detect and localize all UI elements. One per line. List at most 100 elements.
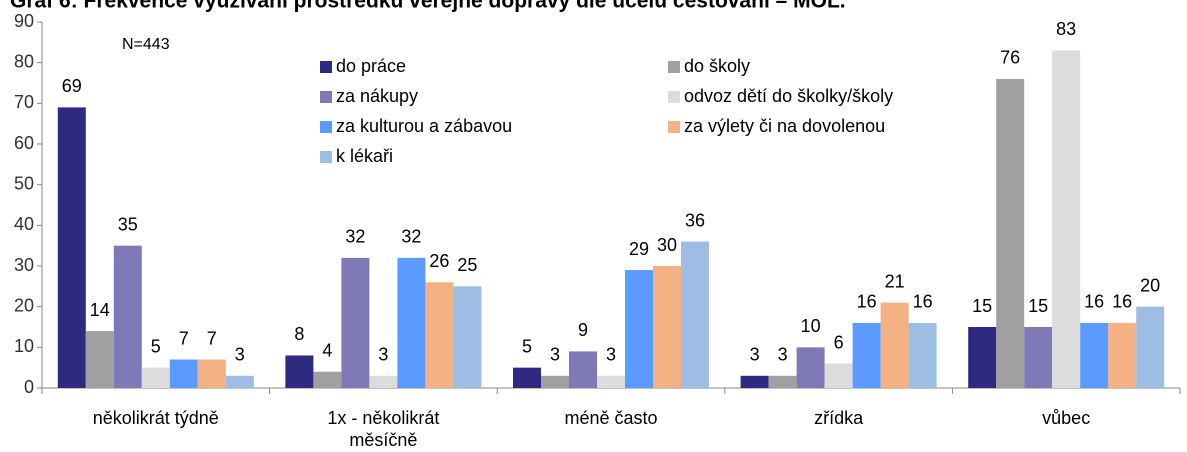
bar: [908, 322, 937, 388]
legend-label: za nákupy: [336, 86, 418, 106]
value-label: 21: [885, 271, 905, 291]
bar: [425, 282, 454, 388]
legend-swatch: [668, 61, 680, 73]
legend-swatch: [320, 61, 332, 73]
legend-swatch: [668, 121, 680, 133]
y-tick-label: 50: [14, 173, 34, 193]
legend-swatch: [320, 151, 332, 163]
y-tick-label: 20: [14, 295, 34, 315]
bar: [852, 322, 881, 388]
bar: [313, 371, 342, 388]
legend-swatch: [668, 91, 680, 103]
value-label: 16: [1112, 292, 1132, 312]
value-label: 3: [750, 345, 760, 365]
value-label: 3: [235, 345, 245, 365]
value-label: 3: [550, 345, 560, 365]
value-label: 29: [629, 239, 649, 259]
value-label: 25: [457, 255, 477, 275]
bar: [681, 241, 709, 388]
value-label: 35: [118, 214, 138, 234]
value-label: 6: [834, 332, 844, 352]
bar: [968, 327, 997, 388]
bar: [397, 257, 426, 388]
value-label: 15: [972, 296, 992, 316]
value-label: 32: [345, 227, 365, 247]
bar: [113, 245, 142, 388]
bar: [569, 351, 597, 388]
legend-label: do školy: [684, 56, 750, 76]
bar: [653, 266, 681, 388]
value-label: 5: [522, 336, 532, 356]
y-tick-label: 80: [14, 51, 34, 71]
legend-label: odvoz dětí do školky/školy: [684, 86, 893, 106]
value-label: 26: [429, 251, 449, 271]
bar: [541, 375, 569, 388]
value-label: 69: [62, 76, 82, 96]
bar: [880, 302, 909, 388]
value-label: 76: [1000, 48, 1020, 68]
value-label: 83: [1056, 19, 1076, 39]
x-tick-label: vůbec: [1042, 408, 1091, 428]
annotation: N=443: [122, 36, 170, 53]
bar: [197, 359, 226, 388]
bar: [597, 375, 625, 388]
bar: [1052, 50, 1081, 388]
chart-title: Graf 6: Frekvence využívání prostředků v…: [10, 0, 846, 13]
bar: [225, 375, 254, 388]
bar: [796, 347, 825, 388]
legend-label: za kulturou a zábavou: [336, 116, 512, 136]
value-label: 20: [1140, 275, 1160, 295]
y-tick-label: 0: [24, 377, 34, 397]
value-label: 3: [378, 345, 388, 365]
bar: [1108, 322, 1137, 388]
bar: [141, 367, 170, 388]
value-label: 36: [685, 210, 705, 230]
bar: [740, 375, 769, 388]
bar: [625, 270, 653, 388]
bar: [285, 355, 314, 388]
y-tick-label: 90: [14, 11, 34, 31]
legend-label: k lékaři: [336, 146, 393, 166]
legend-label: za výlety či na dovolenou: [684, 116, 885, 136]
bar: [369, 375, 398, 388]
value-label: 5: [151, 336, 161, 356]
legend-swatch: [320, 121, 332, 133]
value-label: 9: [578, 320, 588, 340]
bar: [1136, 306, 1165, 388]
bar: [824, 363, 853, 388]
value-label: 30: [657, 235, 677, 255]
y-tick-label: 40: [14, 214, 34, 234]
bar: [513, 367, 541, 388]
y-tick-label: 10: [14, 336, 34, 356]
bar: [453, 286, 482, 388]
bar: [85, 331, 114, 388]
bar: [768, 375, 797, 388]
value-label: 7: [179, 328, 189, 348]
x-tick-label: několikrát týdně: [92, 408, 219, 428]
y-tick-label: 60: [14, 133, 34, 153]
bar: [1080, 322, 1109, 388]
bar: [341, 257, 370, 388]
value-label: 16: [857, 292, 877, 312]
value-label: 10: [801, 316, 821, 336]
bar: [169, 359, 198, 388]
value-label: 15: [1028, 296, 1048, 316]
value-label: 3: [606, 345, 616, 365]
bar: [1024, 327, 1053, 388]
value-label: 16: [1084, 292, 1104, 312]
value-label: 16: [913, 292, 933, 312]
value-label: 8: [294, 324, 304, 344]
value-label: 3: [778, 345, 788, 365]
y-tick-label: 30: [14, 255, 34, 275]
legend-label: do práce: [336, 56, 406, 76]
value-label: 7: [207, 328, 217, 348]
x-tick-label: méně často: [564, 408, 658, 428]
bar: [996, 78, 1025, 388]
legend-swatch: [320, 91, 332, 103]
value-label: 14: [90, 300, 110, 320]
y-tick-label: 70: [14, 92, 34, 112]
x-tick-label: 1x - několikrát měsíčně: [327, 408, 440, 450]
bar: [57, 107, 86, 389]
